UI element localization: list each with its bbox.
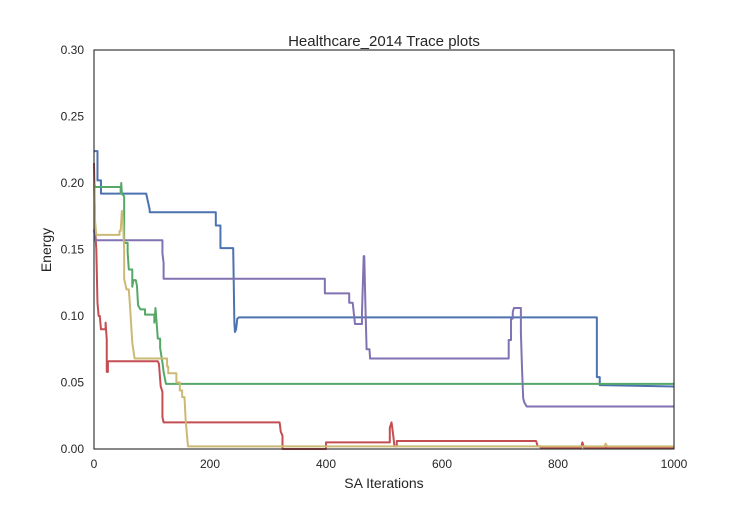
y-tick-label: 0.30 bbox=[61, 43, 85, 57]
x-tick-label: 600 bbox=[432, 457, 452, 471]
y-tick-label: 0.20 bbox=[61, 176, 85, 190]
x-tick-label: 200 bbox=[200, 457, 220, 471]
x-axis-ticks: 0 200 400 600 800 1000 bbox=[91, 457, 688, 471]
y-tick-label: 0.25 bbox=[61, 110, 85, 124]
series-layer bbox=[93, 150, 675, 450]
y-tick-label: 0.00 bbox=[61, 442, 85, 456]
x-tick-label: 0 bbox=[91, 457, 98, 471]
x-tick-label: 400 bbox=[316, 457, 336, 471]
y-axis-label: Energy bbox=[38, 228, 54, 272]
series-line-5 bbox=[93, 182, 674, 448]
plot-frame bbox=[93, 49, 675, 450]
y-tick-label: 0.10 bbox=[61, 309, 85, 323]
series-line-2 bbox=[93, 182, 674, 385]
series-line-4 bbox=[93, 229, 674, 408]
series-line-1 bbox=[94, 150, 675, 388]
x-axis-label: SA Iterations bbox=[344, 475, 423, 491]
chart-title: Healthcare_2014 Trace plots bbox=[288, 33, 480, 50]
y-tick-label: 0.05 bbox=[61, 376, 85, 390]
y-tick-label: 0.15 bbox=[61, 243, 85, 257]
series-line-3 bbox=[93, 163, 674, 450]
y-axis-ticks: 0.00 0.05 0.10 0.15 0.20 0.25 0.30 bbox=[61, 43, 85, 456]
x-tick-label: 1000 bbox=[661, 457, 688, 471]
x-tick-label: 800 bbox=[548, 457, 568, 471]
